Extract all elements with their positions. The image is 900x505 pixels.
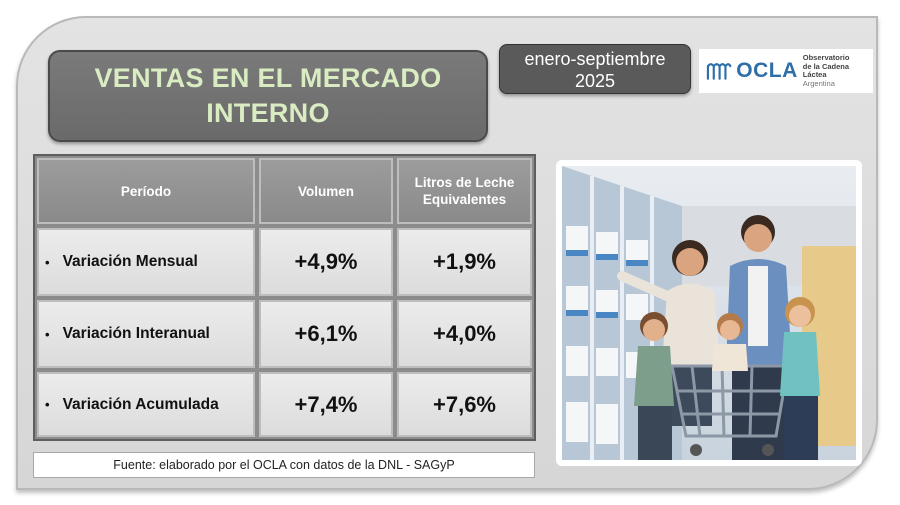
milk-wave-icon [706,63,732,80]
sales-table: Período Volumen Litros de Leche Equivale… [33,154,536,441]
logo-sub-1: Observatorio [802,53,850,62]
header-period: Período [37,158,255,224]
title-line-2: INTERNO [206,98,330,128]
period-line-1: enero-septiembre [524,49,666,69]
period-line-2: 2025 [574,71,616,91]
row-liters-value: +4,0% [397,300,532,368]
row-volume-value: +6,1% [259,300,393,368]
row-label-text: Variación Acumulada [62,395,219,413]
table-row-label: • Variación Mensual [37,228,255,296]
header-liters: Litros de Leche Equivalentes [397,158,532,224]
bullet-glyph: • [45,397,50,412]
row-label-text: Variación Mensual [62,253,198,270]
table-row-label: • Variación Interanual [37,300,255,368]
family-shopping-photo [556,160,862,466]
bullet-glyph: • [45,326,50,342]
supermarket-illustration [562,166,856,460]
source-note: Fuente: elaborado por el OCLA con datos … [33,452,535,478]
logo-wordmark: OCLA [736,59,798,82]
logo-sub-2: de la Cadena Láctea [802,61,850,79]
row-label-text: Variación Interanual [62,325,210,342]
logo-subtitle: Observatorio de la Cadena Láctea Argenti… [802,53,873,88]
header-volume: Volumen [259,158,393,224]
ocla-logo: OCLA Observatorio de la Cadena Láctea Ar… [699,49,873,93]
logo-sub-3: Argentina [802,78,835,88]
title-box: VENTAS EN EL MERCADO INTERNO [48,50,488,142]
title-line-1: VENTAS EN EL MERCADO [94,63,442,93]
bullet-glyph: • [45,254,50,270]
row-liters-value: +7,6% [397,372,532,437]
page-title: VENTAS EN EL MERCADO INTERNO [88,61,448,131]
table-row-label: • Variación Acumulada [37,372,255,437]
period-badge: enero-septiembre 2025 [499,44,691,94]
row-volume-value: +4,9% [259,228,393,296]
row-liters-value: +1,9% [397,228,532,296]
row-volume-value: +7,4% [259,372,393,437]
